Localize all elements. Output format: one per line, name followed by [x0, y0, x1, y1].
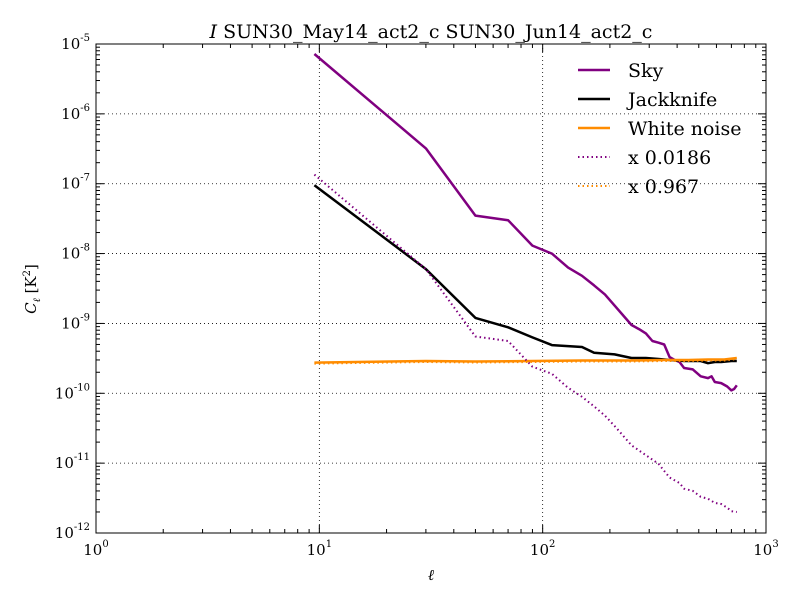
- y-tick-label-exponent: -10: [74, 382, 90, 393]
- x-tick-label-exponent: 2: [549, 539, 555, 550]
- legend-label: Jackknife: [626, 89, 717, 111]
- y-tick-label-base: 10: [55, 454, 74, 472]
- tick-marks: [95, 43, 767, 534]
- y-tick-label-base: 10: [55, 384, 74, 402]
- y-tick-label: 10-10: [55, 382, 90, 402]
- x-tick-label: 103: [753, 539, 778, 559]
- x-tick-label-exponent: 0: [102, 539, 108, 550]
- legend-label: Sky: [628, 60, 664, 82]
- x-tick-label-base: 10: [753, 541, 772, 559]
- y-tick-label-base: 10: [61, 175, 80, 193]
- series-layer: [313, 53, 738, 513]
- y-tick-label-exponent: -7: [80, 173, 90, 184]
- chart-title: I SUN30_May14_act2_c SUN30_Jun14_act2_c: [209, 21, 653, 43]
- y-tick-label-exponent: -11: [74, 452, 90, 463]
- y-tick-label-base: 10: [61, 245, 80, 263]
- y-tick-label: 10-11: [55, 452, 90, 472]
- y-tick-label: 10-12: [55, 522, 90, 542]
- x-tick-label-exponent: 3: [772, 539, 778, 550]
- y-tick-label-exponent: -6: [80, 103, 90, 114]
- plot-frame: [95, 43, 767, 534]
- y-axis-label-unit-close: ]: [22, 264, 40, 270]
- x-tick-label: 102: [530, 539, 555, 559]
- x-tick-label: 100: [83, 539, 108, 559]
- x-tick-label-base: 10: [530, 541, 549, 559]
- y-axis-label-unit: [K: [22, 276, 40, 299]
- y-tick-label-base: 10: [61, 314, 80, 332]
- plot-area: [96, 44, 766, 533]
- y-tick-label-exponent: -8: [80, 243, 90, 254]
- y-tick-label: 10-8: [61, 243, 90, 263]
- series-line-x-0-0186: [313, 173, 737, 513]
- y-tick-label-exponent: -9: [80, 312, 90, 323]
- x-tick-label-base: 10: [83, 541, 102, 559]
- x-axis-label: ℓ: [428, 566, 434, 584]
- chart-title-text: SUN30_May14_act2_c SUN30_Jun14_act2_c: [223, 21, 652, 43]
- series-line-jackknife: [313, 184, 737, 365]
- chart-title-variable: I: [209, 21, 218, 43]
- y-tick-label-exponent: -5: [80, 33, 90, 44]
- series-line-x-0-967: [314, 358, 737, 365]
- legend: Sky Jackknife White noise x 0.0186 x 0.967: [578, 60, 742, 198]
- y-axis-label-unit-exponent: 2: [22, 270, 33, 276]
- y-tick-label: 10-9: [61, 312, 90, 332]
- x-tick-label: 101: [307, 539, 332, 559]
- y-axis-label-subscript: ℓ: [32, 298, 43, 302]
- x-tick-label-exponent: 1: [326, 539, 332, 550]
- x-tick-labels: 100 101 102 103: [83, 539, 778, 559]
- y-tick-label-base: 10: [61, 105, 80, 123]
- y-tick-label: 10-7: [61, 173, 90, 193]
- y-axis-label-symbol: C: [22, 302, 40, 314]
- y-axis-label: Cℓ [K2]: [22, 264, 43, 314]
- y-tick-label: 10-6: [61, 103, 90, 123]
- x-tick-label-base: 10: [307, 541, 326, 559]
- legend-label: White noise: [628, 118, 742, 140]
- y-tick-label-exponent: -12: [74, 522, 90, 533]
- series-line-sky: [313, 53, 738, 392]
- legend-label: x 0.0186: [628, 147, 711, 169]
- y-tick-label-base: 10: [61, 35, 80, 53]
- y-tick-label-base: 10: [55, 524, 74, 542]
- legend-label: x 0.967: [628, 176, 699, 198]
- y-tick-label: 10-5: [61, 33, 90, 53]
